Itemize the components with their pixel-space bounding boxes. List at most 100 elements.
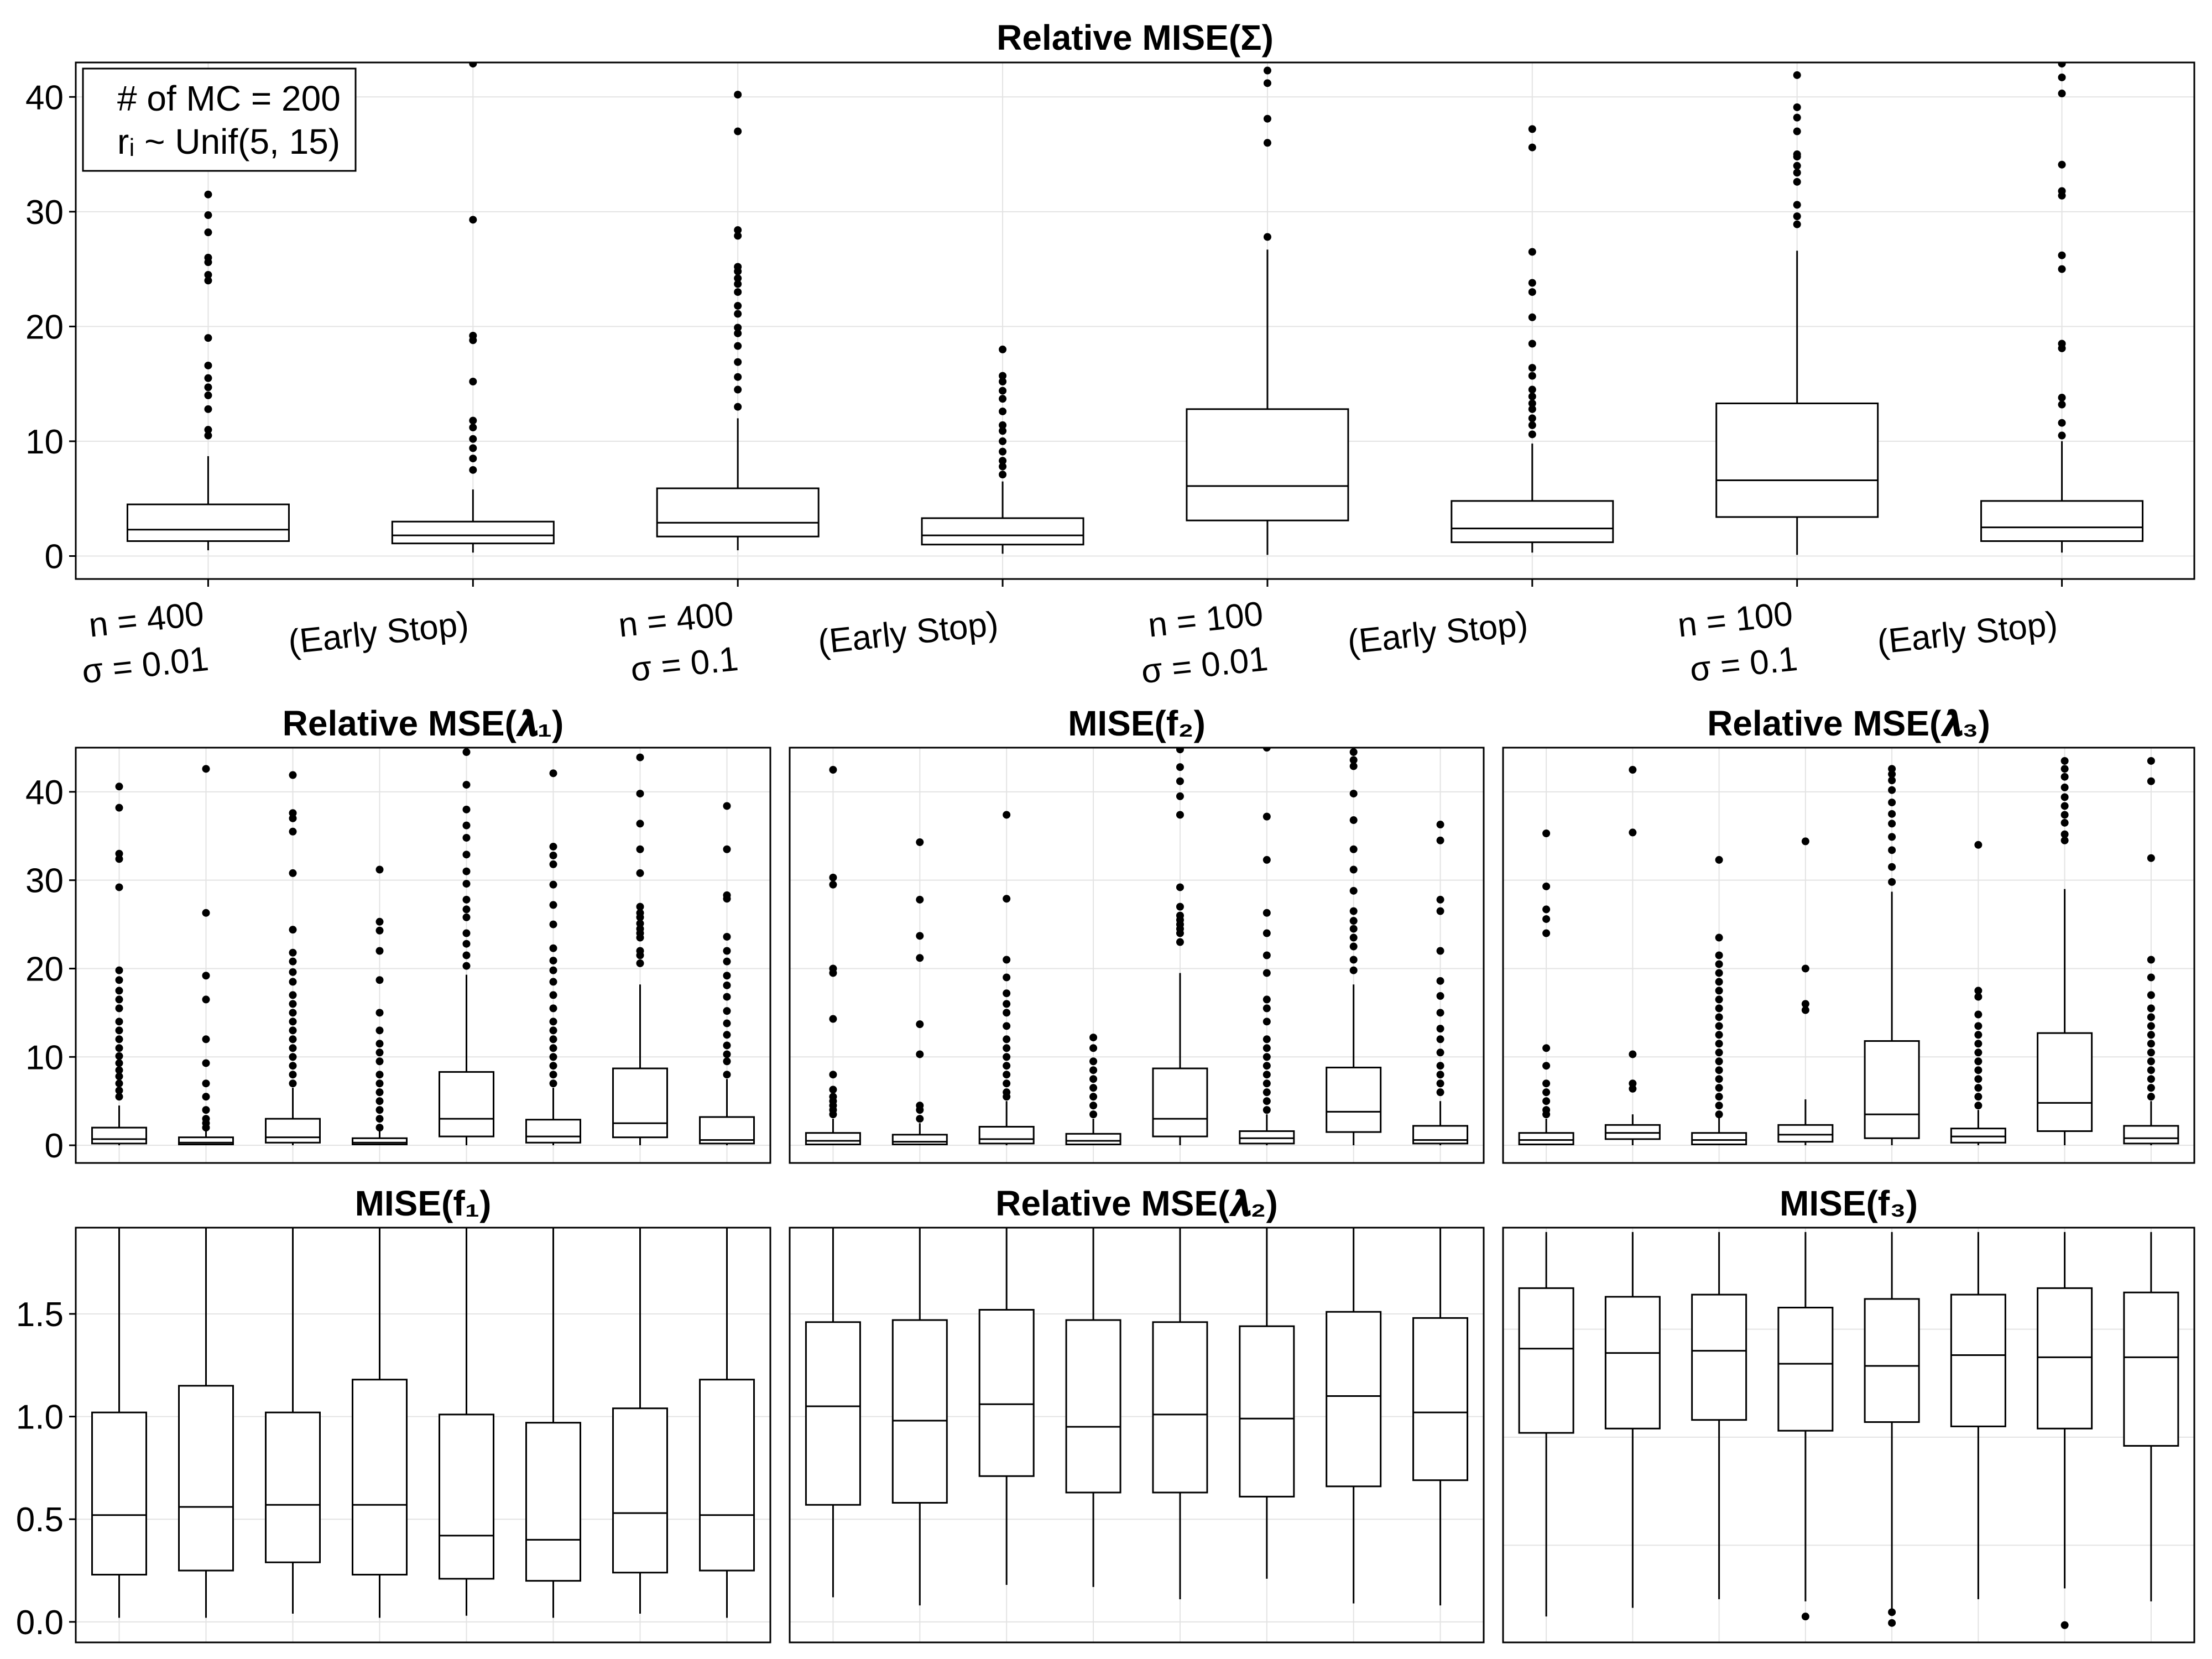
outlier-point <box>2058 90 2066 98</box>
box-6 <box>1950 1232 2006 1599</box>
y-tick-label: 0 <box>45 1127 64 1165</box>
outlier-point <box>1436 1009 1444 1017</box>
outlier-point <box>2060 836 2069 844</box>
box-4 <box>352 1228 408 1618</box>
outlier-point <box>1629 1050 1637 1058</box>
outlier-point <box>289 1035 297 1044</box>
outlier-point <box>1003 1062 1011 1070</box>
outlier-point <box>549 966 557 974</box>
outlier-point <box>916 838 924 846</box>
outlier-point <box>734 232 742 240</box>
outlier-point <box>2060 830 2069 838</box>
outlier-point <box>723 891 731 899</box>
panel-title-relative-mise-sigma: Relative MISE(Σ) <box>997 18 1274 58</box>
outlier-point <box>2058 160 2066 169</box>
y-tick-label: 40 <box>25 774 64 812</box>
outlier-point <box>375 1124 384 1132</box>
panel-title-relative-mse-lambda1: Relative MSE(𝝀₁) <box>283 703 564 743</box>
outlier-point <box>2147 1048 2155 1057</box>
box-iqr <box>805 1321 861 1506</box>
box-4 <box>1065 1034 1121 1146</box>
outlier-point <box>375 1040 384 1048</box>
outlier-point <box>204 361 212 369</box>
box-7 <box>1326 1228 1382 1604</box>
outlier-point <box>723 972 731 980</box>
box-iqr <box>805 1132 861 1145</box>
panel-mise-f2: MISE(f₂) <box>789 703 1485 1644</box>
outlier-point <box>1349 790 1358 798</box>
outlier-point <box>462 905 471 914</box>
outlier-point <box>636 919 644 927</box>
outlier-point <box>916 932 924 940</box>
outlier-point <box>375 1097 384 1105</box>
box-iqr <box>525 1119 581 1144</box>
panel-relative-mse-lambda3: Relative MSE(𝝀₃) <box>1502 703 2195 1164</box>
outlier-point <box>999 378 1007 386</box>
outlier-point <box>204 276 212 285</box>
box-marks <box>91 748 755 1146</box>
outlier-point <box>115 1026 123 1035</box>
outlier-point <box>204 383 212 392</box>
box-iqr <box>612 1407 668 1574</box>
outlier-point <box>375 917 384 926</box>
outlier-point <box>2060 811 2069 819</box>
outlier-point <box>1888 1608 1896 1616</box>
y-tick-label: 30 <box>25 862 64 900</box>
outlier-point <box>1888 863 1896 871</box>
outlier-point <box>289 991 297 999</box>
y-tick-label: 20 <box>25 308 64 346</box>
category-label-line: (Early Stop) <box>286 604 471 661</box>
outlier-point <box>1542 1106 1551 1114</box>
panel-title-mise-f3: MISE(f₃) <box>1780 1183 1918 1223</box>
outlier-point <box>1793 220 1801 228</box>
outlier-point <box>462 833 471 842</box>
box-1 <box>805 765 861 1146</box>
outlier-point <box>1542 905 1551 914</box>
outlier-point <box>1629 1079 1637 1088</box>
box-iqr <box>891 1319 948 1504</box>
outlier-point <box>1003 895 1011 903</box>
box-4 <box>352 865 408 1146</box>
outlier-point <box>375 865 384 874</box>
outlier-point <box>289 978 297 986</box>
box-iqr <box>891 1134 948 1145</box>
y-tick-label: 30 <box>25 194 64 232</box>
outlier-point <box>1262 855 1271 864</box>
y-tick-label: 0.5 <box>16 1501 64 1539</box>
outlier-point <box>1715 1022 1723 1030</box>
outlier-point <box>289 1018 297 1026</box>
outlier-point <box>829 873 837 881</box>
outlier-point <box>1528 143 1536 152</box>
box-iqr <box>2037 1032 2093 1132</box>
box-3 <box>978 1228 1035 1585</box>
box-iqr <box>1412 1125 1469 1145</box>
legend-mc-count: # of MC = 200 <box>117 79 341 118</box>
box-marks <box>91 1228 755 1618</box>
box-iqr <box>1864 1040 1920 1139</box>
outlier-point <box>1436 1088 1444 1097</box>
box-8 <box>1412 1228 1469 1606</box>
box-7 <box>612 1228 668 1614</box>
outlier-point <box>1888 799 1896 807</box>
box-iqr <box>2037 1287 2093 1430</box>
outlier-point <box>636 820 644 828</box>
category-label-line: σ = 0.1 <box>629 640 740 689</box>
outlier-point <box>204 270 212 279</box>
outlier-point <box>1176 811 1184 819</box>
outlier-point <box>723 802 731 810</box>
outlier-point <box>2060 773 2069 781</box>
outlier-point <box>289 1053 297 1061</box>
outlier-point <box>999 462 1007 471</box>
outlier-point <box>115 883 123 891</box>
box-6 <box>1239 748 1295 1146</box>
box-4 <box>1777 837 1834 1146</box>
box-6 <box>1950 841 2006 1146</box>
outlier-point <box>1974 1010 1983 1019</box>
legend-r-distribution: rᵢ ~ Unif(5, 15) <box>117 122 340 161</box>
outlier-point <box>469 62 477 68</box>
outlier-point <box>636 925 644 933</box>
outlier-point <box>1436 1071 1444 1079</box>
outlier-point <box>916 1115 924 1123</box>
outlier-point <box>1888 833 1896 841</box>
outlier-point <box>829 1086 837 1094</box>
